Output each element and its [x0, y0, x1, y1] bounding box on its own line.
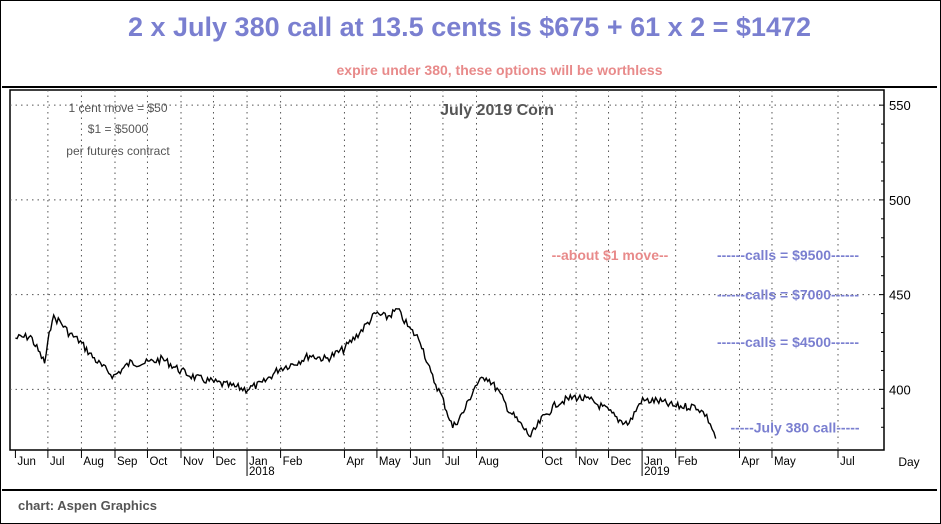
y-tick-label: 400 — [889, 382, 911, 397]
year-label: 2018 — [249, 466, 275, 478]
annotations-layer: --about $1 move-- ------calls = $9500----… — [552, 247, 860, 435]
annotation-label: --about $1 move-- — [552, 247, 669, 263]
x-axis-label: Day — [898, 455, 919, 469]
x-tick-label: Aug — [478, 456, 498, 468]
annotation-label: ------calls = $7000------ — [717, 287, 859, 303]
x-axis: Jun Jul Aug Sep Oct Nov Dec Jan Feb Apr May Jun Jul A… — [14, 450, 855, 478]
x-tick-label: Nov — [578, 456, 599, 468]
x-tick-label: Apr — [346, 456, 364, 468]
note-line-1: 1 cent move = $50 — [68, 101, 167, 115]
chart-credit: chart: Aspen Graphics — [18, 498, 157, 513]
x-tick-label: Jul — [50, 456, 65, 468]
headline-subtitle: expire under 380, these options will be … — [336, 62, 663, 78]
annotation-label: ------calls = $4500------ — [717, 334, 859, 350]
footer-bar: chart: Aspen Graphics — [2, 489, 937, 521]
y-tick-label: 450 — [889, 288, 911, 303]
x-tick-label: Jun — [412, 456, 431, 468]
x-tick-label: Feb — [678, 456, 698, 468]
y-tick-label: 500 — [889, 193, 911, 208]
notes-layer: 1 cent move = $50 $1 = $5000 per futures… — [66, 101, 170, 158]
annotation-label: ------calls = $9500------ — [717, 247, 859, 263]
x-tick-label: Jan — [644, 456, 663, 468]
x-tick-label: May — [379, 456, 401, 468]
note-line-3: per futures contract — [66, 144, 170, 158]
plot-border — [9, 89, 885, 451]
x-tick-label: Apr — [742, 456, 760, 468]
y-axis: 400 450 500 550 — [879, 98, 911, 428]
x-tick-label: Oct — [149, 456, 168, 468]
x-tick-label: Aug — [83, 456, 103, 468]
x-tick-label: Dec — [215, 456, 236, 468]
year-label: 2019 — [644, 466, 670, 478]
price-chart: 1 cent move = $50 $1 = $5000 per futures… — [9, 89, 920, 478]
chart-title: July 2019 Corn — [440, 102, 554, 119]
x-tick-label: May — [774, 456, 796, 468]
x-tick-label: Jul — [445, 456, 460, 468]
headline-panel: 2 x July 380 call at 13.5 cents is $675 … — [2, 2, 937, 88]
price-series-line — [15, 307, 717, 439]
y-tick-label: 550 — [889, 98, 911, 113]
headline: 2 x July 380 call at 13.5 cents is $675 … — [127, 12, 811, 42]
x-tick-label: Jan — [249, 456, 268, 468]
x-tick-label: Jul — [840, 456, 855, 468]
x-tick-label: Jun — [17, 456, 36, 468]
x-tick-label: Dec — [611, 456, 632, 468]
x-tick-label: Feb — [283, 456, 303, 468]
annotation-label: -----July 380 call----- — [730, 419, 859, 435]
x-tick-label: Nov — [183, 456, 204, 468]
note-line-2: $1 = $5000 — [88, 122, 149, 136]
x-tick-label: Oct — [545, 456, 564, 468]
x-tick-label: Sep — [117, 456, 137, 468]
